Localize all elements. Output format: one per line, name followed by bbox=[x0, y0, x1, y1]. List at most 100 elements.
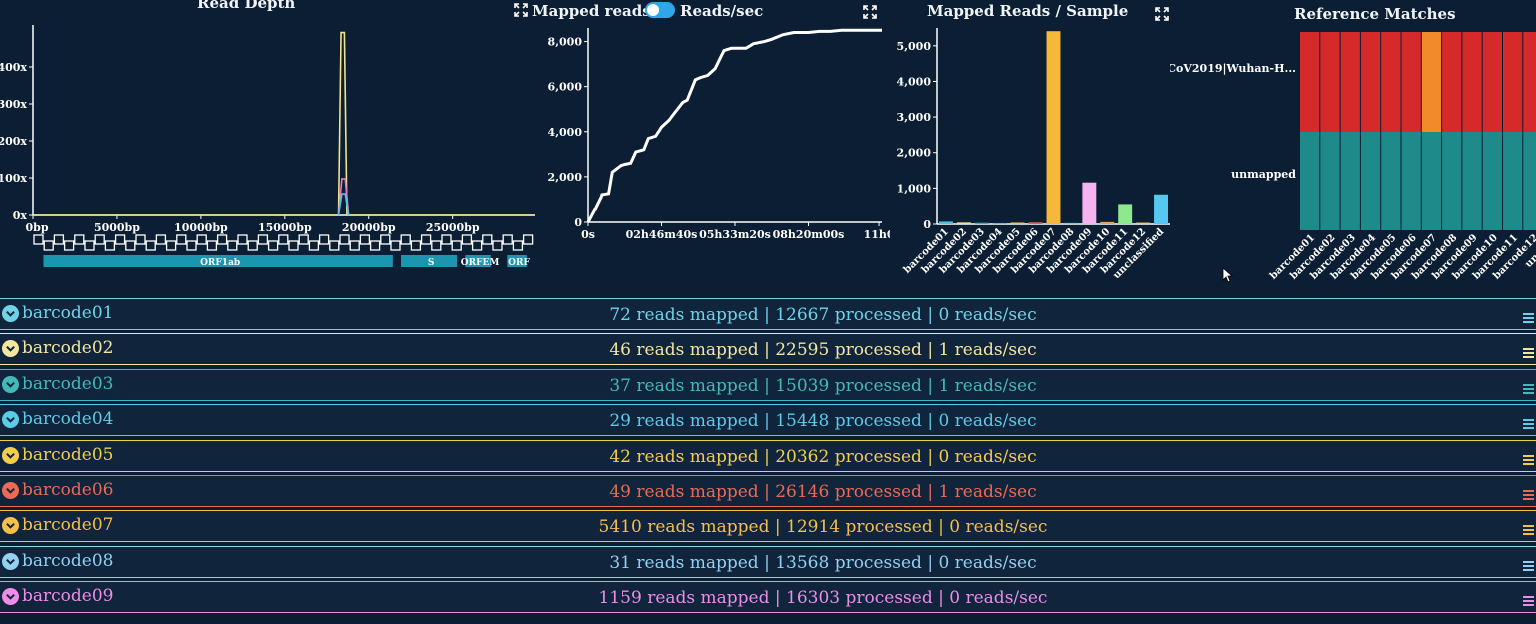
menu-icon[interactable] bbox=[1523, 348, 1534, 360]
barcode-row-barcode03[interactable]: barcode03 37 reads mapped | 15039 process… bbox=[0, 368, 1536, 401]
per-sample-chart: 5,0004,0003,0002,0001,0000barcode01barco… bbox=[897, 28, 1170, 281]
amplicon-tile bbox=[420, 234, 432, 245]
chevron-down-icon[interactable] bbox=[2, 375, 19, 393]
barcode-row-barcode07[interactable]: barcode07 5410 reads mapped | 12914 proce… bbox=[0, 510, 1536, 543]
amplicon-tile bbox=[278, 234, 289, 245]
x-tick-label: 0bp bbox=[25, 221, 48, 234]
barcode-stats: 37 reads mapped | 15039 processed | 1 re… bbox=[609, 375, 1037, 396]
reference-matches-heatmap: nCoV2019|Wuhan-H...unmappedbarcode01barc… bbox=[1170, 32, 1536, 282]
amplicon-tile bbox=[298, 234, 309, 245]
read-depth-panel: Read Depth 400x 300x 200x 100x 0x 0bp 5000bp 10… bbox=[0, 0, 540, 290]
amplicon-tile bbox=[461, 234, 473, 245]
y-tick-label: 3,000 bbox=[897, 111, 932, 124]
amplicon-tile bbox=[329, 240, 340, 251]
chevron-down-icon[interactable] bbox=[2, 482, 19, 499]
y-tick-label: 2,000 bbox=[548, 171, 583, 184]
depth-line-1 bbox=[337, 178, 350, 216]
heatmap-cell bbox=[1300, 132, 1320, 230]
barcode-stats: 46 reads mapped | 22595 processed | 1 re… bbox=[609, 340, 1037, 361]
heatmap-cell bbox=[1442, 32, 1462, 132]
chevron-down-icon[interactable] bbox=[2, 446, 19, 464]
barcode-row-barcode08[interactable]: barcode08 31 reads mapped | 13568 process… bbox=[0, 545, 1536, 578]
menu-icon[interactable] bbox=[1523, 383, 1534, 396]
x-tick-label: 0s bbox=[581, 228, 595, 241]
chevron-down-icon[interactable] bbox=[2, 340, 19, 358]
menu-icon[interactable] bbox=[1523, 490, 1534, 502]
gene-bar bbox=[507, 255, 527, 267]
amplicon-tile bbox=[318, 234, 330, 245]
y-tick-label: 2,000 bbox=[897, 147, 932, 160]
heatmap-cell bbox=[1462, 32, 1482, 132]
barcode-row-barcode02[interactable]: barcode02 46 reads mapped | 22595 process… bbox=[0, 333, 1536, 366]
mapped-reads-panel: Mapped reads Reads/sec 8,000 6,000 4,000 2,… bbox=[510, 0, 890, 290]
barcode-name: barcode07 bbox=[22, 515, 114, 536]
menu-icon[interactable] bbox=[1523, 525, 1534, 537]
gene-label: ORF1ab bbox=[200, 258, 240, 268]
heatmap-cell bbox=[1401, 32, 1421, 132]
menu-icon[interactable] bbox=[1523, 454, 1534, 467]
barcode-stats: 42 reads mapped | 20362 processed | 0 re… bbox=[609, 446, 1037, 467]
read-depth-title: Read Depth bbox=[197, 0, 296, 12]
amplicon-tile bbox=[339, 234, 350, 245]
heatmap-cell bbox=[1320, 32, 1340, 132]
gene-bar bbox=[43, 255, 393, 267]
reference-matches-panel: Reference Matches nCoV2019|Wuhan-H... unm… bbox=[1170, 0, 1536, 290]
barcode-name: barcode06 bbox=[22, 480, 114, 500]
barcode-row-barcode01[interactable]: barcode01 72 reads mapped | 12667 process… bbox=[0, 298, 1536, 330]
chevron-down-icon[interactable] bbox=[2, 588, 19, 606]
menu-icon[interactable] bbox=[1523, 313, 1534, 325]
amplicon-tile bbox=[288, 240, 299, 251]
amplicon-tile bbox=[43, 240, 54, 251]
chevron-down-icon[interactable] bbox=[2, 517, 19, 535]
reads-per-sec-toggle[interactable] bbox=[645, 2, 675, 18]
amplicon-tile bbox=[165, 240, 177, 251]
expand-icon[interactable] bbox=[514, 3, 528, 17]
expand-icon[interactable] bbox=[1155, 7, 1169, 21]
bar-barcode01 bbox=[939, 221, 953, 224]
menu-icon[interactable] bbox=[1523, 596, 1534, 608]
heatmap-cell bbox=[1340, 132, 1360, 230]
amplicon-tile bbox=[400, 234, 411, 245]
barcode-row-barcode05[interactable]: barcode05 42 reads mapped | 20362 process… bbox=[0, 439, 1536, 472]
amplicon-tile bbox=[114, 234, 126, 245]
amplicon-tile bbox=[63, 240, 75, 251]
heatmap-cell bbox=[1320, 132, 1340, 230]
bar-barcode02 bbox=[956, 222, 971, 224]
chevron-down-icon[interactable] bbox=[2, 411, 19, 429]
heatmap-cell bbox=[1482, 132, 1502, 230]
amplicon-tile bbox=[359, 234, 371, 245]
barcode-row-barcode09[interactable]: barcode09 1159 reads mapped | 16303 proce… bbox=[0, 581, 1536, 614]
barcode-row-barcode04[interactable]: barcode04 29 reads mapped | 15448 process… bbox=[0, 404, 1536, 437]
amplicon-tile bbox=[308, 240, 320, 251]
x-tick-label: 5000bp bbox=[94, 221, 140, 234]
heatmap-cell bbox=[1300, 32, 1320, 132]
heatmap-cell bbox=[1381, 32, 1401, 132]
amplicon-tile bbox=[492, 240, 503, 251]
heatmap-cell bbox=[1442, 132, 1462, 230]
barcode-stats: 1159 reads mapped | 16303 processed | 0 … bbox=[598, 588, 1048, 609]
amplicon-tile bbox=[257, 234, 269, 245]
barcode-name: barcode03 bbox=[22, 373, 114, 394]
barcode-name: barcode04 bbox=[22, 409, 114, 430]
expand-icon[interactable] bbox=[863, 5, 877, 19]
amplicon-tile bbox=[431, 240, 442, 251]
amplicon-tile bbox=[227, 240, 238, 251]
x-tick-label: 20000bp bbox=[342, 221, 396, 234]
menu-icon[interactable] bbox=[1523, 560, 1534, 573]
chevron-down-icon[interactable] bbox=[2, 552, 19, 570]
amplicon-tile bbox=[522, 234, 534, 245]
heatmap-cell bbox=[1523, 32, 1536, 132]
gene-label: ORFEM bbox=[461, 258, 500, 268]
barcode-row-barcode06[interactable]: barcode06 49 reads mapped | 26146 process… bbox=[0, 475, 1536, 507]
menu-icon[interactable] bbox=[1523, 419, 1534, 431]
amplicon-tile bbox=[84, 240, 95, 251]
heatmap-cell bbox=[1360, 32, 1381, 132]
bar-barcode07 bbox=[1046, 31, 1061, 224]
amplicon-tile bbox=[410, 240, 422, 251]
mouse-cursor-icon bbox=[1222, 267, 1234, 283]
toggle-knob bbox=[647, 4, 659, 16]
mapped-reads-chart: 8,000 6,000 4,000 2,000 00s 02h46m40s 05h33m20… bbox=[548, 28, 890, 241]
bar-barcode05 bbox=[1010, 222, 1025, 224]
chevron-down-icon[interactable] bbox=[2, 305, 19, 322]
